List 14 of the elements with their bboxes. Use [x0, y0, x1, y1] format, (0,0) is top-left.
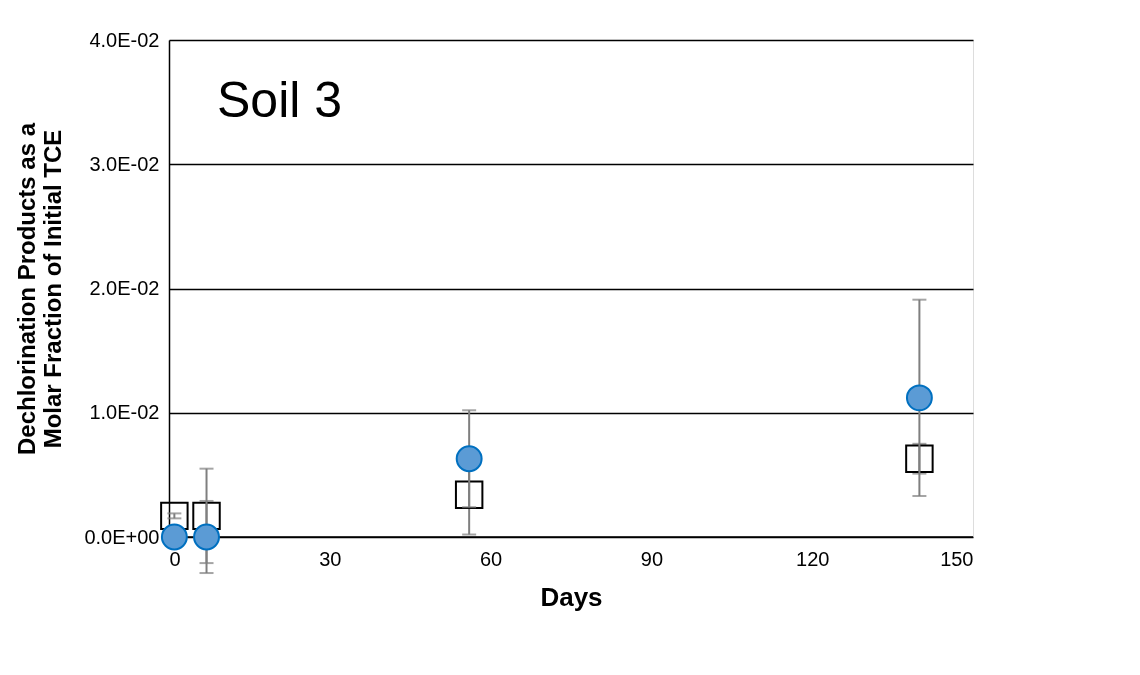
- x-tick-label: 60: [479, 547, 503, 570]
- text: Soil 3: [217, 72, 343, 128]
- y-tick-label: 4.0E-02: [89, 28, 160, 51]
- x-tick-label: 0: [169, 547, 181, 570]
- x-axis-title: Days: [540, 581, 603, 612]
- y-tick-label: 2.0E-02: [89, 277, 160, 299]
- x-tick-label: 120: [796, 547, 830, 570]
- y-tick-label: 1.0E-02: [89, 401, 160, 424]
- y-tick-label: 3.0E-02: [89, 152, 160, 175]
- x-tick-label: 90: [640, 547, 664, 570]
- y-axis-title: Dechlorination Products as a Molar Fraction of Initial TCE: [13, 122, 67, 456]
- y-tick-label: 0.0E+00: [84, 525, 160, 548]
- x-tick-label: 30: [319, 547, 342, 570]
- x-tick-label: 150: [940, 547, 974, 570]
